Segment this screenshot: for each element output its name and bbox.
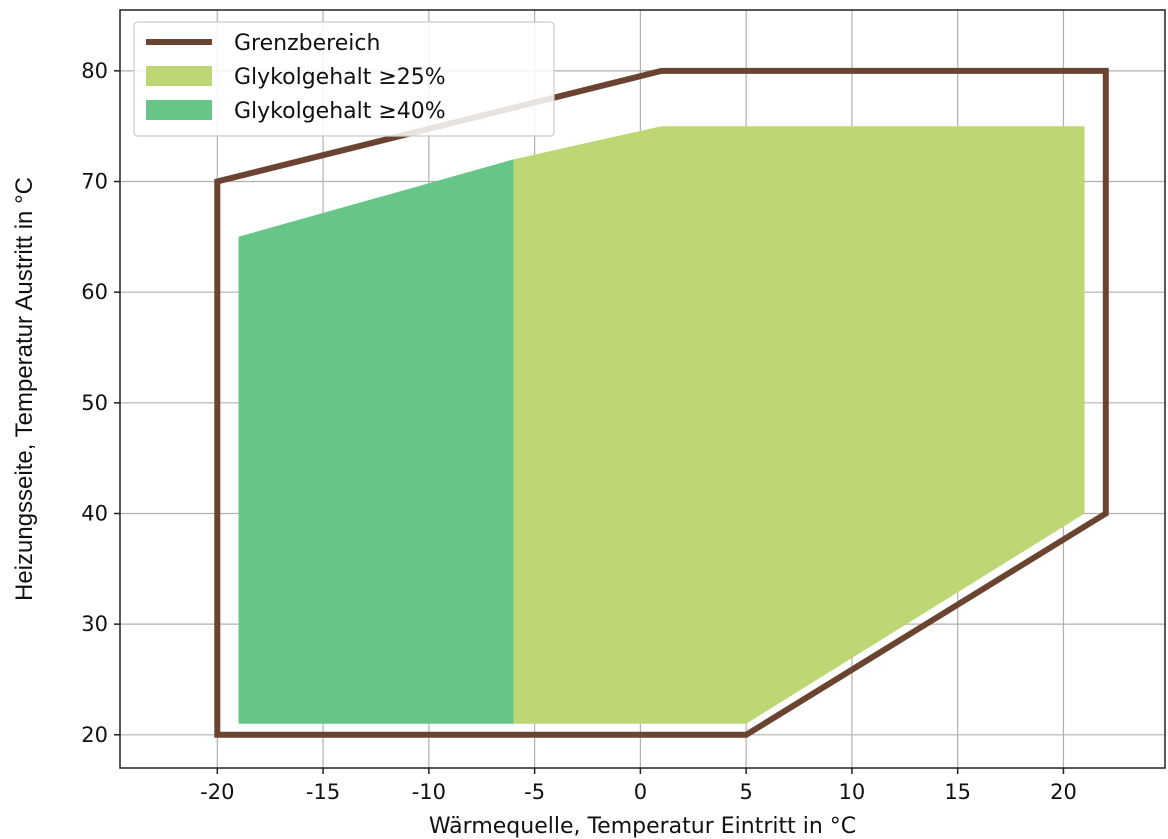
legend-label-glykolgehalt-ge25: Glykolgehalt ≥25% [234,65,446,90]
plot-frame [119,9,1166,769]
x-tick-label: -5 [524,780,545,804]
area-glykolgehalt-ge40 [238,159,514,724]
y-tick-label: 30 [81,612,108,636]
y-tick-label: 70 [81,170,108,194]
legend-label-grenzbereich: Grenzbereich [234,31,380,56]
x-tick-label: -20 [200,780,234,804]
ticks: -20 -15 -10 -5 0 5 10 15 20 20 30 40 50 60 70 80 [81,59,1077,804]
x-tick-label: -10 [412,780,446,804]
x-axis-label: Wärmequelle, Temperatur Eintritt in °C [429,814,856,839]
legend-box [133,21,555,137]
x-tick-label: -15 [306,780,340,804]
legend-label-glykolgehalt-ge40: Glykolgehalt ≥40% [234,99,446,124]
y-axis-label: Heizungsseite, Temperatur Austritt in °C [11,177,38,601]
y-tick-label: 60 [81,280,108,304]
legend-swatch-glykolgehalt-ge40 [146,100,212,120]
area-glykolgehalt-ge25 [513,126,1085,724]
legend-swatch-glykolgehalt-ge25 [146,66,212,86]
legend: Grenzbereich Glykolgehalt ≥25% Glykolgehal… [133,21,555,137]
y-tick-label: 50 [81,391,108,415]
boundary-lines [214,67,1109,738]
x-tick-label: 0 [634,780,647,804]
fill-areas [238,126,1085,724]
x-tick-label: 5 [739,780,752,804]
x-tick-label: 15 [944,780,971,804]
x-tick-label: 20 [1050,780,1077,804]
y-tick-label: 40 [81,501,108,525]
line-grenzbereich [214,67,1109,738]
x-tick-label: 10 [839,780,866,804]
y-tick-label: 20 [81,723,108,747]
y-tick-label: 80 [81,59,108,83]
